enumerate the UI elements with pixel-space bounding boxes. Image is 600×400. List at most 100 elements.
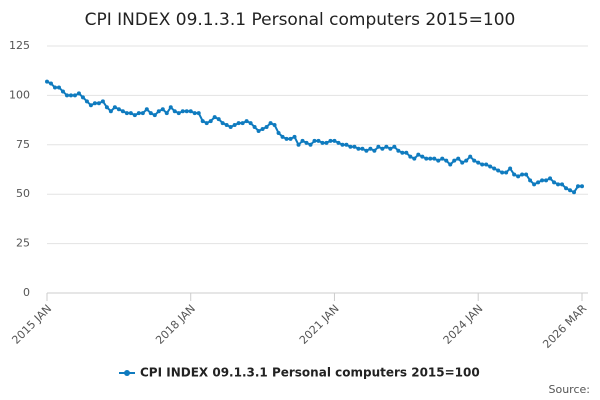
point [120, 109, 125, 114]
point [552, 180, 557, 185]
point [240, 121, 245, 126]
point [412, 156, 417, 161]
point [236, 121, 241, 126]
point [432, 156, 437, 161]
point [456, 156, 461, 161]
point [444, 158, 449, 163]
point [488, 164, 493, 169]
point [168, 105, 173, 110]
chart-title: CPI INDEX 09.1.3.1 Personal computers 20… [85, 10, 516, 30]
source: Source: [549, 383, 591, 396]
point [384, 144, 389, 149]
point [300, 138, 305, 143]
point [156, 109, 161, 114]
point [544, 178, 549, 183]
point [84, 99, 89, 104]
point [184, 109, 189, 114]
point [52, 85, 57, 90]
point [416, 152, 421, 157]
point [460, 160, 465, 165]
point [324, 140, 329, 145]
point [96, 101, 101, 106]
point [424, 156, 429, 161]
legend-marker [124, 370, 130, 376]
point [340, 142, 345, 147]
y-tick-label: 50 [16, 187, 30, 200]
point [400, 150, 405, 155]
point [192, 111, 197, 116]
point [540, 178, 545, 183]
point [180, 109, 185, 114]
point [528, 178, 533, 183]
point [216, 117, 221, 122]
point [496, 168, 501, 173]
point [524, 172, 529, 177]
point [124, 111, 129, 116]
point [112, 105, 117, 110]
point [468, 154, 473, 159]
point [152, 113, 157, 118]
point [248, 121, 253, 126]
point [564, 186, 569, 191]
point [572, 190, 577, 195]
point [284, 136, 289, 141]
point [132, 113, 137, 118]
point [244, 119, 249, 124]
point [164, 111, 169, 116]
point [508, 166, 513, 171]
legend-label: CPI INDEX 09.1.3.1 Personal computers 20… [140, 366, 480, 380]
point [172, 109, 177, 114]
point [472, 158, 477, 163]
point [480, 162, 485, 167]
point [144, 107, 149, 112]
point [452, 158, 457, 163]
point [160, 107, 165, 112]
point [408, 154, 413, 159]
point [492, 166, 497, 171]
point [580, 184, 584, 189]
point [288, 136, 293, 141]
point [272, 123, 277, 128]
point [512, 172, 517, 177]
point [344, 142, 349, 147]
point [360, 146, 365, 151]
point [72, 93, 77, 98]
point [556, 182, 561, 187]
x-tick-label: 2026 MAR [540, 302, 589, 351]
point [108, 109, 113, 114]
point [268, 121, 273, 126]
point [500, 170, 505, 175]
point [464, 158, 469, 163]
point [56, 85, 61, 90]
point [336, 140, 341, 145]
point [372, 148, 377, 153]
point [60, 89, 65, 94]
x-tick-label: 2018 JAN [153, 302, 198, 347]
point [104, 105, 109, 110]
point [536, 180, 541, 185]
point [352, 144, 357, 149]
point [92, 101, 97, 106]
point [548, 176, 553, 181]
point [476, 160, 481, 165]
point [148, 111, 153, 116]
x-tick-label: 2021 JAN [297, 302, 342, 347]
point [428, 156, 433, 161]
point [392, 144, 397, 149]
point [308, 142, 313, 147]
point [100, 99, 105, 104]
point [420, 154, 425, 159]
point [316, 138, 321, 143]
point [264, 125, 269, 130]
point [224, 123, 229, 128]
point [116, 107, 121, 112]
point [296, 142, 301, 147]
y-tick-label: 100 [9, 88, 30, 101]
point [200, 119, 205, 124]
y-tick-label: 125 [9, 39, 30, 52]
point [328, 138, 333, 143]
point [88, 103, 93, 108]
point [228, 125, 233, 130]
point [64, 93, 69, 98]
point [76, 91, 81, 96]
